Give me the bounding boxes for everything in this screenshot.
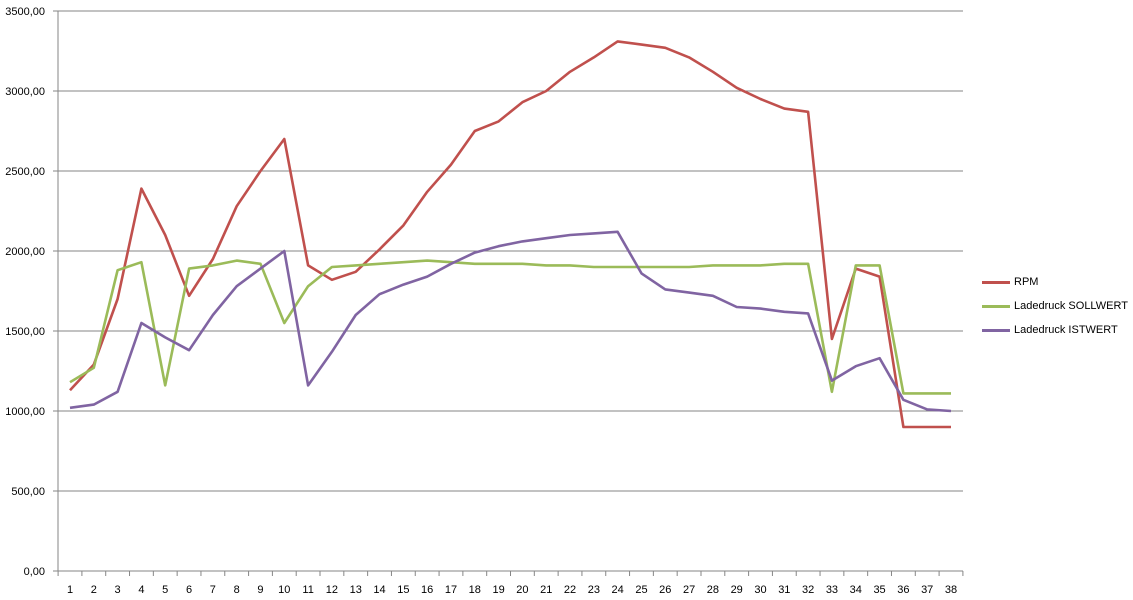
- x-tick-label: 35: [873, 584, 885, 596]
- x-tick-label: 18: [469, 584, 481, 596]
- x-tick-label: 14: [373, 584, 385, 596]
- x-tick-label: 28: [707, 584, 719, 596]
- legend-swatch-rpm: [982, 280, 1010, 284]
- x-tick-label: 22: [564, 584, 576, 596]
- gridlines: [58, 10, 963, 572]
- x-tick-label: 38: [945, 584, 957, 596]
- y-axis: 0,00 500,00 1000,00 1500,00 2000,00 2500,00 30…: [5, 6, 59, 578]
- x-tick-label: 9: [257, 584, 263, 596]
- x-tick-label: 15: [397, 584, 409, 596]
- x-tick-label: 30: [754, 584, 766, 596]
- x-tick-label: 3: [115, 584, 121, 596]
- x-tick-label: 21: [540, 584, 552, 596]
- legend-label-istwert: Ladedruck ISTWERT: [1014, 324, 1118, 336]
- x-tick-label: 24: [612, 584, 624, 596]
- legend-label-sollwert: Ladedruck SOLLWERT: [1014, 300, 1128, 312]
- y-tick-label: 3500,00: [5, 6, 45, 18]
- y-tick-label: 2000,00: [5, 246, 45, 258]
- x-tick-label: 2: [91, 584, 97, 596]
- y-tick-label: 500,00: [11, 486, 45, 498]
- x-tick-label: 23: [588, 584, 600, 596]
- x-tick-label: 25: [635, 584, 647, 596]
- x-tick-label: 13: [350, 584, 362, 596]
- y-tick-label: 3000,00: [5, 86, 45, 98]
- legend-item-istwert: Ladedruck ISTWERT: [982, 318, 1128, 342]
- x-tick-label: 12: [326, 584, 338, 596]
- y-tick-label: 1500,00: [5, 326, 45, 338]
- legend-item-rpm: RPM: [982, 270, 1128, 294]
- x-tick-label: 32: [802, 584, 814, 596]
- y-tick-label: 0,00: [24, 566, 45, 578]
- x-tick-label: 20: [516, 584, 528, 596]
- legend-swatch-istwert: [982, 328, 1010, 332]
- x-tick-label: 34: [850, 584, 862, 596]
- x-tick-label: 27: [683, 584, 695, 596]
- x-tick-label: 11: [302, 584, 313, 596]
- y-tick-label: 2500,00: [5, 166, 45, 178]
- x-tick-label: 37: [921, 584, 933, 596]
- x-tick-label: 19: [492, 584, 504, 596]
- x-tick-label: 1: [67, 584, 73, 596]
- x-tick-label: 29: [731, 584, 743, 596]
- x-tick-label: 36: [897, 584, 909, 596]
- x-tick-label: 17: [445, 584, 457, 596]
- series-line-ladedruck-istwert: [69, 230, 952, 413]
- x-tick-label: 6: [186, 584, 192, 596]
- x-tick-label: 33: [826, 584, 838, 596]
- x-tick-label: 16: [421, 584, 433, 596]
- x-tick-label: 8: [234, 584, 240, 596]
- legend-swatch-sollwert: [982, 304, 1010, 308]
- x-tick-label: 4: [138, 584, 144, 596]
- series-lines: [69, 40, 952, 429]
- x-axis: 1 2 3 4 5 6 7 8 9 10 11 12 13 14 15 16 17 18 19 20 21 22 23 24 2…: [57, 571, 964, 596]
- y-tick-label: 1000,00: [5, 406, 45, 418]
- x-tick-label: 31: [778, 584, 790, 596]
- x-tick-label: 26: [659, 584, 671, 596]
- x-tick-label: 7: [210, 584, 216, 596]
- x-tick-label: 10: [278, 584, 290, 596]
- legend: RPM Ladedruck SOLLWERT Ladedruck ISTWERT: [982, 270, 1128, 342]
- series-line-rpm: [69, 40, 951, 429]
- legend-label-rpm: RPM: [1014, 276, 1039, 288]
- legend-item-sollwert: Ladedruck SOLLWERT: [982, 294, 1128, 318]
- series-line-ladedruck-sollwert: [69, 259, 951, 395]
- x-tick-label: 5: [162, 584, 168, 596]
